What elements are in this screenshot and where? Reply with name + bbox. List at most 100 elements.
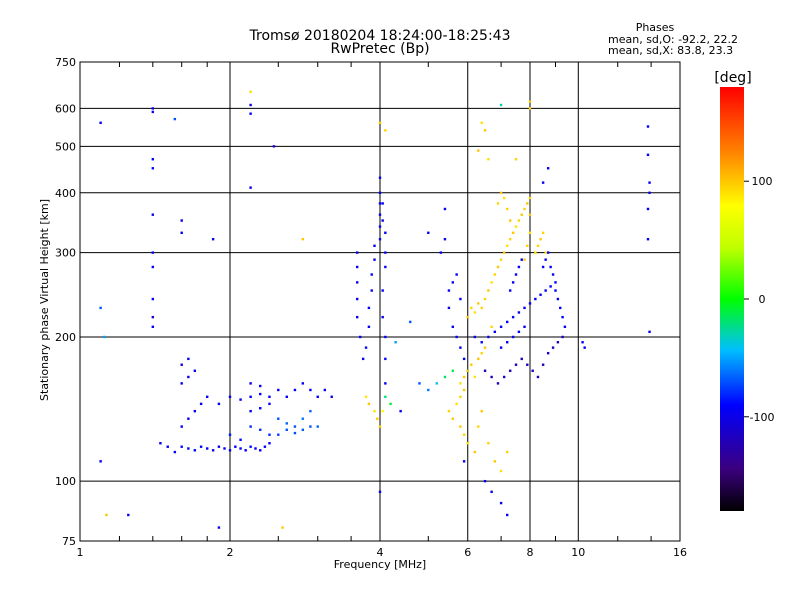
data-point <box>378 237 382 241</box>
data-point <box>523 207 526 211</box>
data-point <box>499 103 503 107</box>
data-point <box>536 244 540 247</box>
data-point <box>480 121 483 124</box>
data-point <box>381 315 384 319</box>
data-point <box>539 293 542 296</box>
y-tick-label: 100 <box>55 475 76 488</box>
data-point <box>505 320 509 324</box>
data-point <box>364 346 368 349</box>
data-point <box>473 375 477 379</box>
data-point <box>459 425 462 428</box>
data-point <box>455 402 458 406</box>
data-point <box>301 382 305 385</box>
data-point <box>508 289 512 292</box>
data-point <box>511 315 515 319</box>
chart-subtitle: RwPretec (Bp) <box>330 41 429 57</box>
data-point <box>581 341 584 344</box>
colorbar-tick-label: 100 <box>752 175 773 188</box>
data-point <box>514 158 518 161</box>
data-point <box>384 231 387 234</box>
data-point <box>483 129 487 132</box>
data-point <box>496 382 500 385</box>
data-point <box>435 382 438 385</box>
data-point <box>228 449 232 452</box>
data-point <box>355 265 359 269</box>
data-point <box>502 251 506 254</box>
data-point <box>355 315 359 319</box>
data-point <box>249 186 252 189</box>
data-point <box>151 251 155 254</box>
data-point <box>394 341 397 344</box>
data-point <box>367 306 371 310</box>
data-point <box>541 265 545 269</box>
data-point <box>173 450 177 454</box>
data-point <box>648 191 651 194</box>
data-point <box>268 395 271 399</box>
data-point <box>508 237 512 241</box>
data-point <box>439 251 443 254</box>
data-point <box>211 449 215 452</box>
data-point <box>477 149 480 152</box>
data-point <box>520 213 523 216</box>
data-point <box>459 346 462 349</box>
data-point <box>151 315 155 319</box>
data-point <box>523 325 526 329</box>
data-point <box>217 402 221 406</box>
x-axis-ticks: 1 2 4 6 8 10 16 <box>77 62 687 559</box>
data-point <box>459 382 462 385</box>
data-point <box>316 395 319 399</box>
data-point <box>541 181 545 184</box>
data-point <box>249 395 252 399</box>
data-point <box>173 117 177 121</box>
data-point <box>376 417 379 420</box>
data-point <box>462 375 466 379</box>
data-point <box>528 100 532 103</box>
data-point <box>301 428 305 432</box>
data-point <box>561 315 564 319</box>
data-point <box>646 153 650 157</box>
x-tick-label: 10 <box>571 546 585 559</box>
data-point <box>505 244 509 247</box>
data-point <box>217 445 221 448</box>
data-point <box>330 395 333 399</box>
data-point <box>473 311 477 314</box>
data-point <box>384 395 387 399</box>
data-point <box>384 265 387 269</box>
data-point <box>309 388 312 392</box>
colorbar-label: [deg] <box>714 70 751 86</box>
data-point <box>301 417 305 420</box>
data-point <box>648 330 651 334</box>
data-point <box>551 273 555 276</box>
data-point <box>546 167 550 170</box>
data-point <box>502 375 506 379</box>
data-point <box>462 433 466 436</box>
data-point <box>551 346 555 349</box>
data-point <box>451 325 455 329</box>
data-point <box>259 392 262 396</box>
data-point <box>556 341 560 344</box>
data-point <box>378 191 382 194</box>
data-point <box>268 433 271 436</box>
data-point <box>508 369 512 372</box>
data-point <box>646 237 650 241</box>
data-point <box>534 251 537 254</box>
data-point <box>205 447 209 450</box>
data-point <box>358 335 362 339</box>
data-point <box>514 273 518 276</box>
data-point <box>187 447 190 450</box>
data-point <box>151 213 155 216</box>
data-point <box>556 297 560 301</box>
data-point <box>367 402 371 406</box>
data-point <box>293 425 297 428</box>
data-point <box>546 251 550 254</box>
data-point <box>526 363 529 366</box>
data-point <box>462 357 466 361</box>
data-point <box>493 460 497 463</box>
data-point <box>151 107 155 110</box>
data-point <box>499 501 503 505</box>
stats-line-o: mean, sd,O: -92.2, 22.2 <box>608 33 738 46</box>
data-point <box>496 202 500 205</box>
data-point <box>487 289 490 292</box>
data-point <box>223 447 226 450</box>
